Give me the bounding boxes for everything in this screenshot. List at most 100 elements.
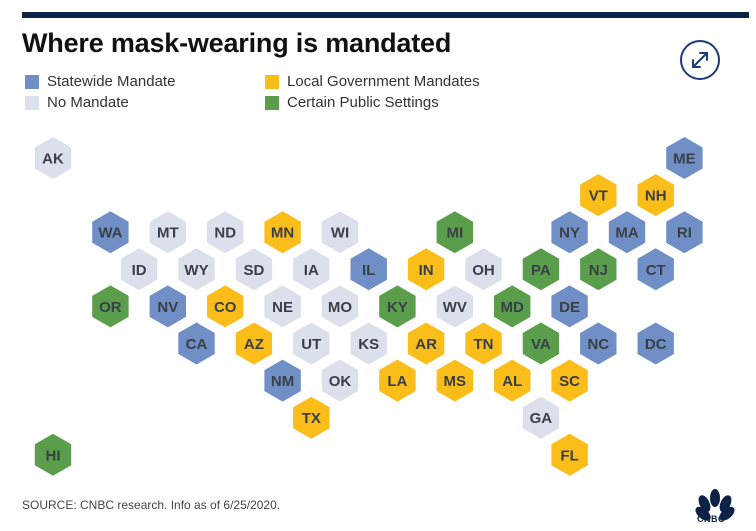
- state-hex-wi: WI: [321, 211, 359, 254]
- state-hex-shape: [637, 322, 674, 365]
- state-hex-ok: OK: [321, 359, 359, 402]
- state-label: AR: [415, 336, 437, 353]
- state-hex-shape: [436, 211, 473, 254]
- state-hex-ms: MS: [436, 359, 473, 402]
- state-label: ND: [214, 225, 236, 242]
- state-label: IA: [304, 262, 319, 279]
- state-hex-shape: [293, 322, 330, 365]
- state-hex-shape: [321, 359, 359, 402]
- state-hex-or: OR: [92, 285, 129, 328]
- state-hex-wa: WA: [92, 211, 129, 254]
- state-hex-shape: [264, 211, 301, 254]
- state-label: MS: [444, 373, 467, 390]
- state-hex-ne: NE: [264, 285, 301, 328]
- state-hex-shape: [235, 322, 273, 365]
- state-hex-mi: MI: [436, 211, 473, 254]
- state-hex-shape: [608, 211, 646, 254]
- state-hex-wy: WY: [178, 248, 215, 291]
- peacock-logo-icon: [695, 489, 735, 521]
- state-label: MN: [271, 225, 294, 242]
- state-label: OK: [329, 373, 352, 390]
- state-hex-nm: NM: [264, 359, 301, 402]
- state-hex-fl: FL: [551, 433, 588, 476]
- state-label: LA: [387, 373, 407, 390]
- state-hex-me: ME: [666, 137, 703, 179]
- state-label: IL: [362, 262, 375, 279]
- state-hex-ca: CA: [178, 322, 215, 365]
- state-hex-shape: [522, 396, 560, 439]
- state-hex-shape: [92, 211, 129, 254]
- state-hex-tx: TX: [293, 396, 330, 439]
- state-hex-ks: KS: [350, 322, 387, 365]
- state-hex-la: LA: [379, 359, 416, 402]
- state-label: NY: [559, 225, 580, 242]
- state-hex-ny: NY: [551, 211, 588, 254]
- state-label: NJ: [589, 262, 608, 279]
- state-hex-id: ID: [120, 248, 158, 291]
- state-label: OR: [99, 299, 122, 316]
- state-hex-shape: [666, 137, 703, 179]
- state-label: DC: [645, 336, 667, 353]
- logo-wordmark: CNBC: [697, 514, 725, 524]
- state-label: AL: [502, 373, 522, 390]
- state-hex-shape: [494, 285, 531, 328]
- state-label: NE: [272, 299, 293, 316]
- state-hex-nv: NV: [149, 285, 186, 328]
- state-hex-md: MD: [494, 285, 531, 328]
- state-hex-hi: HI: [34, 433, 72, 476]
- state-hex-co: CO: [207, 285, 244, 328]
- state-hex-sd: SD: [235, 248, 273, 291]
- state-hex-shape: [321, 285, 359, 328]
- state-label: MO: [328, 299, 352, 316]
- state-hex-de: DE: [551, 285, 588, 328]
- state-label: NH: [645, 188, 667, 205]
- state-label: MD: [501, 299, 524, 316]
- legend-swatch-local: [265, 75, 279, 89]
- state-label: OH: [472, 262, 495, 279]
- state-label: CT: [646, 262, 666, 279]
- state-label: WA: [98, 225, 122, 242]
- state-hex-shape: [293, 248, 330, 291]
- state-hex-shape: [551, 433, 588, 476]
- state-label: WY: [184, 262, 208, 279]
- state-hex-ar: AR: [407, 322, 445, 365]
- top-accent-bar: [22, 12, 749, 18]
- state-hex-shape: [350, 248, 387, 291]
- state-hex-shape: [149, 211, 186, 254]
- state-label: MA: [615, 225, 638, 242]
- state-label: GA: [530, 410, 553, 427]
- state-hex-mt: MT: [149, 211, 186, 254]
- state-label: ID: [132, 262, 147, 279]
- state-hex-shape: [666, 211, 703, 254]
- state-hex-shape: [92, 285, 129, 328]
- state-hex-il: IL: [350, 248, 387, 291]
- state-label: ME: [673, 151, 696, 168]
- state-hex-shape: [149, 285, 186, 328]
- state-hex-shape: [34, 137, 72, 179]
- legend-label-none: No Mandate: [47, 94, 129, 111]
- state-label: KS: [358, 336, 379, 353]
- state-hex-nc: NC: [580, 322, 617, 365]
- state-hex-shape: [436, 359, 473, 402]
- state-label: WI: [331, 225, 349, 242]
- state-label: CA: [186, 336, 208, 353]
- state-hex-shape: [120, 248, 158, 291]
- state-label: FL: [560, 447, 578, 464]
- state-hex-nj: NJ: [580, 248, 617, 291]
- state-hex-shape: [407, 248, 445, 291]
- expand-button[interactable]: [680, 40, 720, 80]
- state-hex-shape: [350, 322, 387, 365]
- state-label: VA: [531, 336, 551, 353]
- state-label: PA: [531, 262, 551, 279]
- state-hex-vt: VT: [580, 174, 617, 217]
- source-note: SOURCE: CNBC research. Info as of 6/25/2…: [22, 498, 281, 512]
- state-hex-ia: IA: [293, 248, 330, 291]
- state-hex-shape: [34, 433, 72, 476]
- state-label: VT: [589, 188, 608, 205]
- legend-label-public: Certain Public Settings: [287, 94, 439, 111]
- state-hex-shape: [207, 285, 244, 328]
- state-hex-shape: [551, 359, 588, 402]
- state-hex-al: AL: [494, 359, 531, 402]
- legend-label-statewide: Statewide Mandate: [47, 73, 176, 90]
